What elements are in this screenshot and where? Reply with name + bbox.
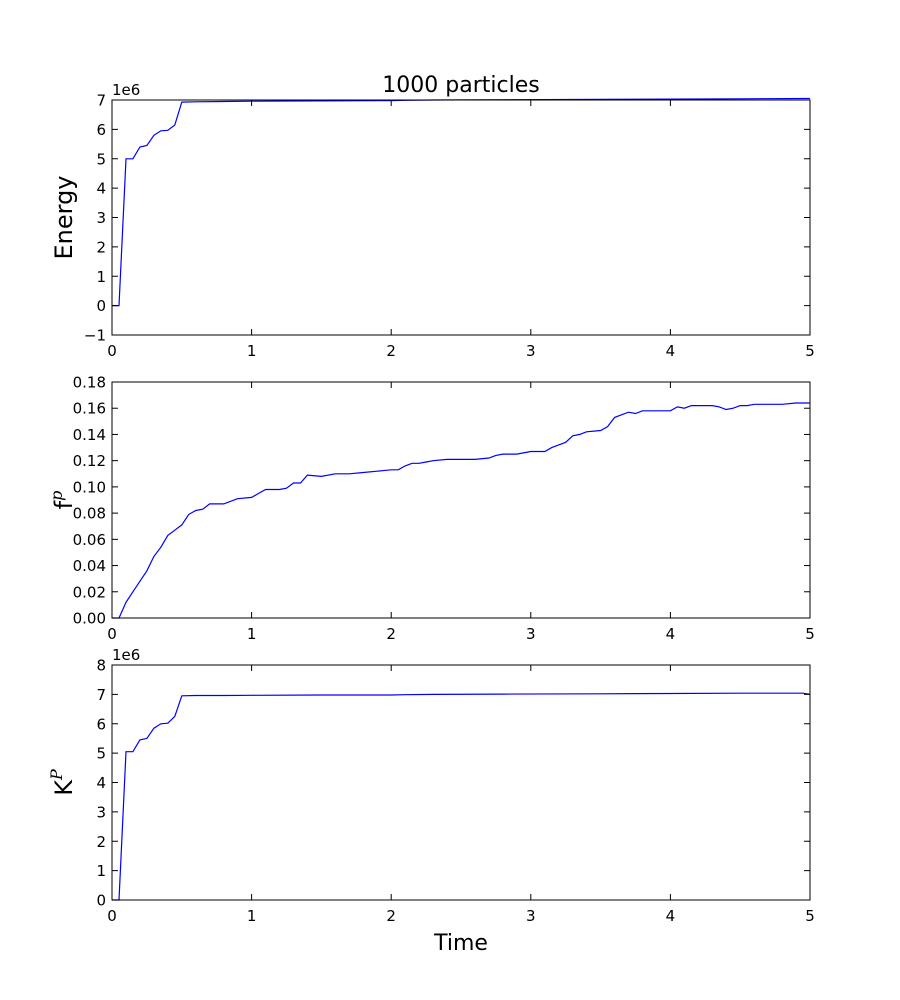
y-axis-label-superscript: p — [47, 491, 66, 501]
series-line — [112, 692, 811, 901]
subplot-3: 0 1 2 3 4 5 0 1 2 3 4 5 6 7 8 1e6 KP Time — [47, 646, 815, 956]
series-line — [112, 402, 810, 619]
y-axis-label-base: f — [50, 500, 78, 509]
y-tick-label: 4 — [96, 774, 106, 792]
x-tick-label: 5 — [805, 907, 815, 925]
y-tick-label: −1 — [84, 327, 106, 345]
y-axis-label: KP — [47, 769, 78, 796]
y-axis-label: fp — [47, 491, 78, 510]
y-axis-label-superscript: P — [47, 769, 66, 781]
axes-frame — [111, 381, 811, 619]
x-tick-label: 3 — [526, 625, 536, 643]
x-tick-label: 5 — [805, 625, 815, 643]
y-tick-label: 0.18 — [73, 374, 106, 392]
y-tick-label: 0.00 — [73, 610, 106, 628]
y-tick-label: 5 — [96, 150, 106, 168]
y-axis-label-base: Energy — [50, 175, 78, 259]
y-tick-label: 0.02 — [73, 583, 106, 601]
chart-title: 1000 particles — [382, 73, 539, 98]
y-tick-label: 2 — [96, 833, 106, 851]
x-tick-label: 2 — [386, 342, 396, 360]
x-tick-label: 2 — [386, 625, 396, 643]
y-tick-label: 3 — [96, 209, 106, 227]
y-tick-label: 0.06 — [73, 531, 106, 549]
y-tick-label: 0.14 — [73, 426, 106, 444]
y-tick-label: 6 — [96, 121, 106, 139]
x-axis-label: Time — [433, 931, 488, 956]
x-tick-label: 3 — [526, 342, 536, 360]
y-tick-label: 0.10 — [73, 478, 106, 496]
x-tick-label: 1 — [247, 907, 257, 925]
y-tick-label: 7 — [96, 92, 106, 110]
y-tick-label: 4 — [96, 180, 106, 198]
y-tick-label: 0.08 — [73, 505, 106, 523]
y-tick-label: 0.12 — [73, 452, 106, 470]
x-tick-label: 0 — [107, 907, 117, 925]
y-tick-label: 0.16 — [73, 400, 106, 418]
x-tick-label: 0 — [107, 342, 117, 360]
y-tick-label: 2 — [96, 238, 106, 256]
subplot-2: 0 1 2 3 4 5 0.00 0.02 0.04 0.06 0.08 0.10 0.12 0.14 0.… — [47, 374, 815, 644]
y-tick-label: 6 — [96, 715, 106, 733]
y-tick-label: 0 — [96, 892, 106, 910]
x-tick-label: 1 — [247, 625, 257, 643]
y-tick-label: 7 — [96, 686, 106, 704]
x-tick-label: 1 — [247, 342, 257, 360]
x-tick-label: 0 — [107, 625, 117, 643]
x-tick-label: 3 — [526, 907, 536, 925]
y-axis-label: Energy — [50, 175, 78, 259]
y-axis-label-base: K — [50, 779, 78, 796]
y-tick-label: 0.04 — [73, 557, 106, 575]
y-tick-label: 0 — [96, 297, 106, 315]
y-offset-label: 1e6 — [112, 646, 140, 664]
y-tick-label: 1 — [96, 268, 106, 286]
x-tick-label: 5 — [805, 342, 815, 360]
y-tick-label: 5 — [96, 745, 106, 763]
x-tick-label: 2 — [386, 907, 396, 925]
y-tick-label: 8 — [96, 657, 106, 675]
x-tick-label: 4 — [666, 907, 676, 925]
x-tick-label: 4 — [666, 342, 676, 360]
y-tick-label: 3 — [96, 803, 106, 821]
y-tick-label: 1 — [96, 862, 106, 880]
x-tick-label: 4 — [666, 625, 676, 643]
y-offset-label: 1e6 — [112, 81, 140, 99]
